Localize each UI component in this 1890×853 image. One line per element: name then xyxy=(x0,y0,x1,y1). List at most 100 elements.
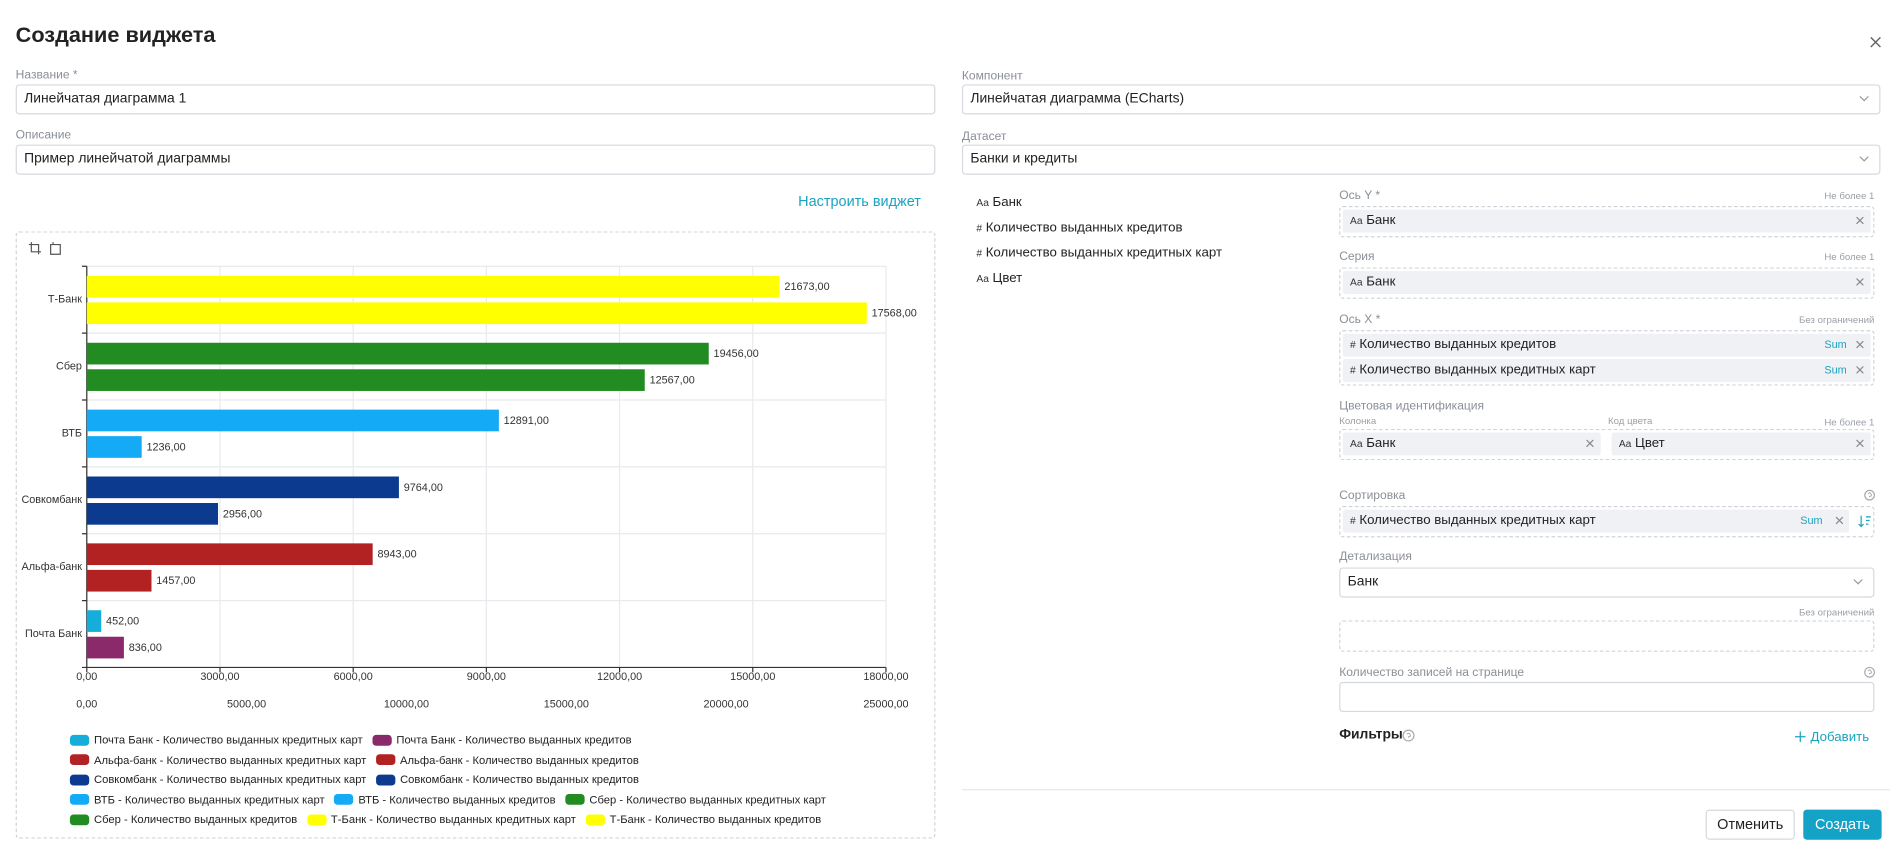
section-label: Количество записей на странице xyxy=(1339,666,1525,680)
help-icon[interactable] xyxy=(1864,489,1876,501)
help-icon[interactable] xyxy=(1864,666,1876,678)
legend-item[interactable]: Альфа-банк - Количество выданных кредито… xyxy=(375,752,639,767)
legend-item[interactable]: Т-Банк - Количество выданных кредитных к… xyxy=(306,812,576,827)
chip[interactable]: Aa Банк xyxy=(1342,432,1601,456)
section-label: Детализация xyxy=(1339,550,1412,564)
configure-link[interactable]: Настроить виджет xyxy=(798,192,921,210)
description-input[interactable]: Пример линейчатой диаграммы xyxy=(15,144,936,175)
value-label: 1236,00 xyxy=(146,441,185,453)
value-label: 8943,00 xyxy=(377,549,416,561)
aggregation[interactable]: Sum xyxy=(1800,514,1823,527)
legend-item[interactable]: Почта Банк - Количество выданных кредитн… xyxy=(69,733,363,748)
page-size-input[interactable] xyxy=(1339,681,1875,713)
field-label: Компонент xyxy=(961,69,1023,84)
legend-swatch xyxy=(69,734,90,746)
x-tick-label: 3000,00 xyxy=(200,671,239,683)
field-label: Название * xyxy=(15,68,78,82)
value-label: 12891,00 xyxy=(504,415,549,427)
component-select[interactable]: Линейчатая диаграмма (ECharts) xyxy=(961,84,1881,115)
section-hint: Не более 1 xyxy=(1824,416,1875,428)
drop-zone[interactable]: # Количество выданных кредитных карт Sum xyxy=(1339,506,1875,538)
remove-icon[interactable] xyxy=(1856,439,1864,447)
remove-icon[interactable] xyxy=(1856,278,1864,286)
chip[interactable]: # Количество выданных кредитных карт Sum xyxy=(1342,509,1850,533)
remove-icon[interactable] xyxy=(1856,366,1864,374)
value-label: 9764,00 xyxy=(404,482,443,494)
drop-zone[interactable]: Aa Банк xyxy=(1339,267,1875,299)
legend-item[interactable]: Альфа-банк - Количество выданных кредитн… xyxy=(69,752,366,767)
aggregation[interactable]: Sum xyxy=(1824,338,1847,351)
create-button[interactable]: Создать xyxy=(1803,809,1882,840)
legend-item[interactable]: Совкомбанк - Количество выданных кредитн… xyxy=(69,772,366,787)
value-label: 17568,00 xyxy=(872,308,917,320)
legend-label: Сбер - Количество выданных кредитных кар… xyxy=(589,793,826,806)
toolbar-icons[interactable] xyxy=(27,241,66,258)
field-label: Датасет xyxy=(961,130,1007,144)
legend-item[interactable]: Сбер - Количество выданных кредитов xyxy=(69,812,298,827)
remove-icon[interactable] xyxy=(1835,516,1844,525)
chip[interactable]: # Количество выданных кредитов Sum xyxy=(1342,333,1871,357)
legend-item[interactable]: ВТБ - Количество выданных кредитных карт xyxy=(69,792,325,807)
bar xyxy=(86,610,102,632)
legend-swatch xyxy=(585,814,605,825)
legend-label: Сбер - Количество выданных кредитов xyxy=(94,813,298,826)
drop-zone[interactable]: # Количество выданных кредитов Sum # Количе… xyxy=(1339,330,1875,386)
value-label: 1457,00 xyxy=(156,575,195,587)
remove-icon[interactable] xyxy=(1856,340,1864,349)
field-name: Банк xyxy=(992,195,1022,210)
chart-panel: 0,00 3000,00 6000,00 9000,00 12000,00 15000,0… xyxy=(15,231,936,839)
x2-tick-label: 10000,00 xyxy=(384,699,429,711)
dataset-field[interactable]: Aa Банк xyxy=(976,195,1021,209)
drop-zone[interactable] xyxy=(1339,620,1875,652)
section-label: Серия xyxy=(1339,250,1375,264)
y-tick-label: Т-Банк xyxy=(48,294,82,306)
dataset-field[interactable]: # Количество выданных кредитов xyxy=(976,220,1182,234)
drop-zone[interactable]: Aa Банк xyxy=(1339,206,1875,238)
value-label: 21673,00 xyxy=(784,281,829,293)
add-icon[interactable] xyxy=(1794,731,1806,743)
legend-item[interactable]: Совкомбанк - Количество выданных кредито… xyxy=(375,772,639,787)
add-filter[interactable]: Добавить xyxy=(1810,730,1870,745)
value-label: 452,00 xyxy=(106,616,139,628)
dataset-field[interactable]: # Количество выданных кредитных карт xyxy=(976,246,1222,260)
chevron xyxy=(1859,156,1869,162)
close-button[interactable] xyxy=(1870,36,1882,48)
value-label: 19456,00 xyxy=(714,348,759,360)
bar xyxy=(86,569,152,592)
x2-tick-label: 25000,00 xyxy=(863,699,908,711)
chip[interactable]: # Количество выданных кредитных карт Sum xyxy=(1342,359,1871,382)
legend-item[interactable]: Почта Банк - Количество выданных кредито… xyxy=(372,733,632,748)
detail-select[interactable]: Банк xyxy=(1339,567,1875,598)
chip-icon: Aa xyxy=(1618,437,1632,450)
cancel-button[interactable]: Отменить xyxy=(1705,809,1795,840)
field-name: Количество выданных кредитов xyxy=(985,220,1183,235)
aggregation[interactable]: Sum xyxy=(1824,363,1847,376)
help-icon[interactable] xyxy=(1402,729,1415,742)
sort-icon[interactable] xyxy=(1858,514,1872,528)
legend-label: Почта Банк - Количество выданных кредито… xyxy=(396,733,632,746)
remove-icon[interactable] xyxy=(1586,439,1594,447)
dataset-select[interactable]: Банки и кредиты xyxy=(961,144,1881,175)
legend-label: ВТБ - Количество выданных кредитов xyxy=(358,793,556,806)
y-tick-label: ВТБ xyxy=(62,427,82,439)
legend-label: Почта Банк - Количество выданных кредитн… xyxy=(94,733,363,746)
name-input[interactable]: Линейчатая диаграмма 1 xyxy=(15,84,936,115)
chevron xyxy=(1853,579,1863,585)
legend-item[interactable]: Т-Банк - Количество выданных кредитов xyxy=(585,812,821,827)
legend-item[interactable]: ВТБ - Количество выданных кредитов xyxy=(334,792,556,807)
chip[interactable]: Aa Цвет xyxy=(1611,432,1871,456)
chip[interactable]: Aa Банк xyxy=(1342,209,1871,233)
remove-icon[interactable] xyxy=(1856,216,1864,225)
legend-item[interactable]: Сбер - Количество выданных кредитных кар… xyxy=(565,792,826,807)
bar xyxy=(86,636,124,659)
bar xyxy=(86,275,780,298)
dataset-field[interactable]: Aa Цвет xyxy=(976,271,1022,285)
chevron xyxy=(1859,95,1869,102)
chip-name: Банк xyxy=(1366,274,1396,290)
chip[interactable]: Aa Банк xyxy=(1342,271,1871,294)
drop-zone[interactable]: Aa Банк Aa Цвет xyxy=(1339,428,1875,461)
select-value: Банки и кредиты xyxy=(970,151,1078,167)
section-label: Сортировка xyxy=(1339,489,1406,503)
